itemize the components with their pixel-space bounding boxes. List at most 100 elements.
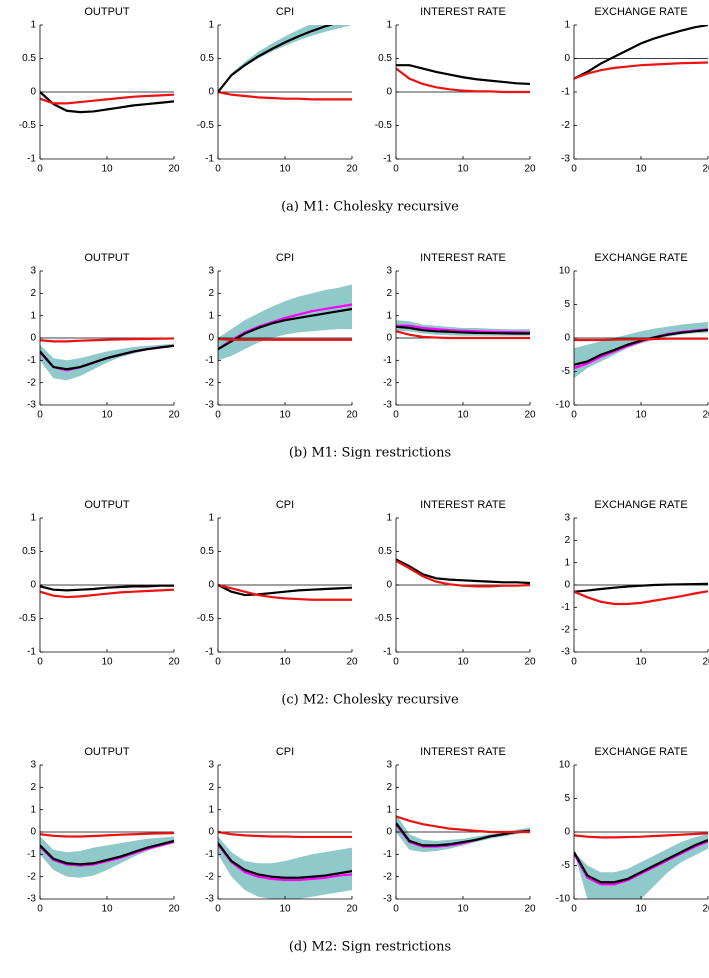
- series-line: [574, 61, 708, 80]
- panel-title: OUTPUT: [84, 6, 130, 18]
- x-tick-label: 20: [346, 904, 358, 915]
- y-tick-label: 2: [208, 288, 214, 299]
- x-tick-label: 10: [101, 410, 113, 421]
- series-line: [40, 91, 174, 114]
- confidence-band: [40, 343, 174, 381]
- confidence-band: [396, 814, 530, 853]
- x-tick-label: 0: [215, 164, 221, 175]
- y-tick-label: -0.5: [375, 613, 393, 624]
- series-line: [574, 328, 708, 366]
- panel: CPI-1-0.500.510 10 20: [197, 6, 358, 175]
- panel: OUTPUT -3 -2 -1 0 1 2 3 0 10 20: [27, 746, 180, 915]
- y-tick-label: -3: [383, 894, 392, 905]
- x-tick-label: 10: [101, 657, 113, 668]
- caption: (b) M1: Sign restrictions: [289, 446, 451, 461]
- series-line: [396, 822, 530, 847]
- y-tick-label: 2: [386, 288, 392, 299]
- y-tick-label: -1: [27, 849, 36, 860]
- panel-title: EXCHANGE RATE: [594, 499, 687, 511]
- panel: OUTPUT-1-0.500.510 10 20: [19, 6, 180, 175]
- plot-area: [574, 582, 708, 606]
- x-tick-label: 0: [37, 410, 43, 421]
- panel-title: EXCHANGE RATE: [594, 746, 687, 758]
- confidence-band: [40, 836, 174, 878]
- confidence-band: [574, 321, 708, 379]
- y-tick-label: 0: [30, 333, 36, 344]
- y-tick-label: 0: [386, 87, 392, 98]
- y-tick-label: 0: [564, 827, 570, 838]
- caption: (c) M2: Cholesky recursive: [281, 693, 459, 708]
- series-line: [574, 832, 708, 839]
- y-tick-label: 3: [386, 266, 392, 277]
- confidence-band: [218, 284, 352, 361]
- y-tick-label: -2: [27, 377, 36, 388]
- series-line: [40, 337, 174, 343]
- y-tick-label: 1: [208, 804, 214, 815]
- panel-title: OUTPUT: [84, 499, 130, 511]
- panel: OUTPUT -3 -2 -1 0 1 2 3 0 10 20: [27, 252, 180, 421]
- y-tick-label: 1: [564, 20, 570, 31]
- y-tick-label: -1: [561, 87, 570, 98]
- x-tick-label: 10: [457, 164, 469, 175]
- y-tick-label: 0: [30, 580, 36, 591]
- y-tick-label: -0.5: [19, 120, 37, 131]
- y-tick-label: 0: [564, 580, 570, 591]
- x-tick-label: 10: [635, 410, 647, 421]
- series-line: [218, 842, 352, 879]
- y-tick-label: -2: [205, 377, 214, 388]
- y-tick-label: 3: [30, 760, 36, 771]
- plot-area: [574, 25, 708, 80]
- y-tick-label: 0.5: [378, 53, 392, 64]
- x-tick-label: 10: [635, 904, 647, 915]
- y-tick-label: -5: [561, 366, 570, 377]
- caption: (d) M2: Sign restrictions: [289, 940, 451, 955]
- series-line: [574, 337, 708, 342]
- confidence-band: [218, 25, 352, 92]
- y-tick-label: -1: [383, 355, 392, 366]
- y-tick-label: -3: [205, 894, 214, 905]
- panel-title: OUTPUT: [84, 746, 130, 758]
- y-tick-label: 0.5: [200, 53, 214, 64]
- y-tick-label: -1: [383, 647, 392, 658]
- y-tick-label: -0.5: [197, 120, 215, 131]
- plot-area: [574, 321, 708, 379]
- series-line: [574, 590, 708, 606]
- plot-area: [218, 583, 352, 601]
- series-line: [396, 324, 530, 334]
- y-tick-label: 10: [559, 760, 571, 771]
- y-tick-label: 1: [386, 20, 392, 31]
- panel: OUTPUT-1-0.500.510 10 20: [19, 499, 180, 668]
- y-tick-label: 0: [386, 333, 392, 344]
- panel-title: INTEREST RATE: [420, 6, 506, 18]
- y-tick-label: 1: [386, 804, 392, 815]
- x-tick-label: 20: [168, 657, 180, 668]
- y-tick-label: 1: [30, 20, 36, 31]
- y-tick-label: -3: [383, 400, 392, 411]
- series-line: [218, 338, 352, 341]
- series-line: [396, 67, 530, 94]
- x-tick-label: 0: [37, 164, 43, 175]
- series-line: [218, 307, 352, 351]
- y-tick-label: -2: [383, 377, 392, 388]
- y-tick-label: 0.5: [22, 546, 36, 557]
- series-line: [396, 64, 530, 86]
- x-tick-label: 0: [215, 410, 221, 421]
- y-tick-label: -1: [383, 849, 392, 860]
- x-tick-label: 10: [635, 164, 647, 175]
- y-tick-label: 2: [564, 535, 570, 546]
- caption: (a) M1: Cholesky recursive: [281, 200, 459, 215]
- panel-title: CPI: [276, 746, 294, 758]
- x-tick-label: 20: [346, 657, 358, 668]
- y-tick-label: 2: [386, 782, 392, 793]
- x-tick-label: 20: [524, 164, 536, 175]
- plot-area: [218, 25, 352, 101]
- y-tick-label: -10: [556, 894, 571, 905]
- plot-area: [40, 831, 174, 878]
- panel: EXCHANGE RATE -10 -5 0 5 10 0 10 20: [556, 252, 709, 421]
- panel: INTEREST RATE-1-0.500.510 10 20: [375, 6, 536, 175]
- x-tick-label: 20: [524, 410, 536, 421]
- y-tick-label: 1: [30, 804, 36, 815]
- y-tick-label: -2: [27, 871, 36, 882]
- series-line: [40, 344, 174, 371]
